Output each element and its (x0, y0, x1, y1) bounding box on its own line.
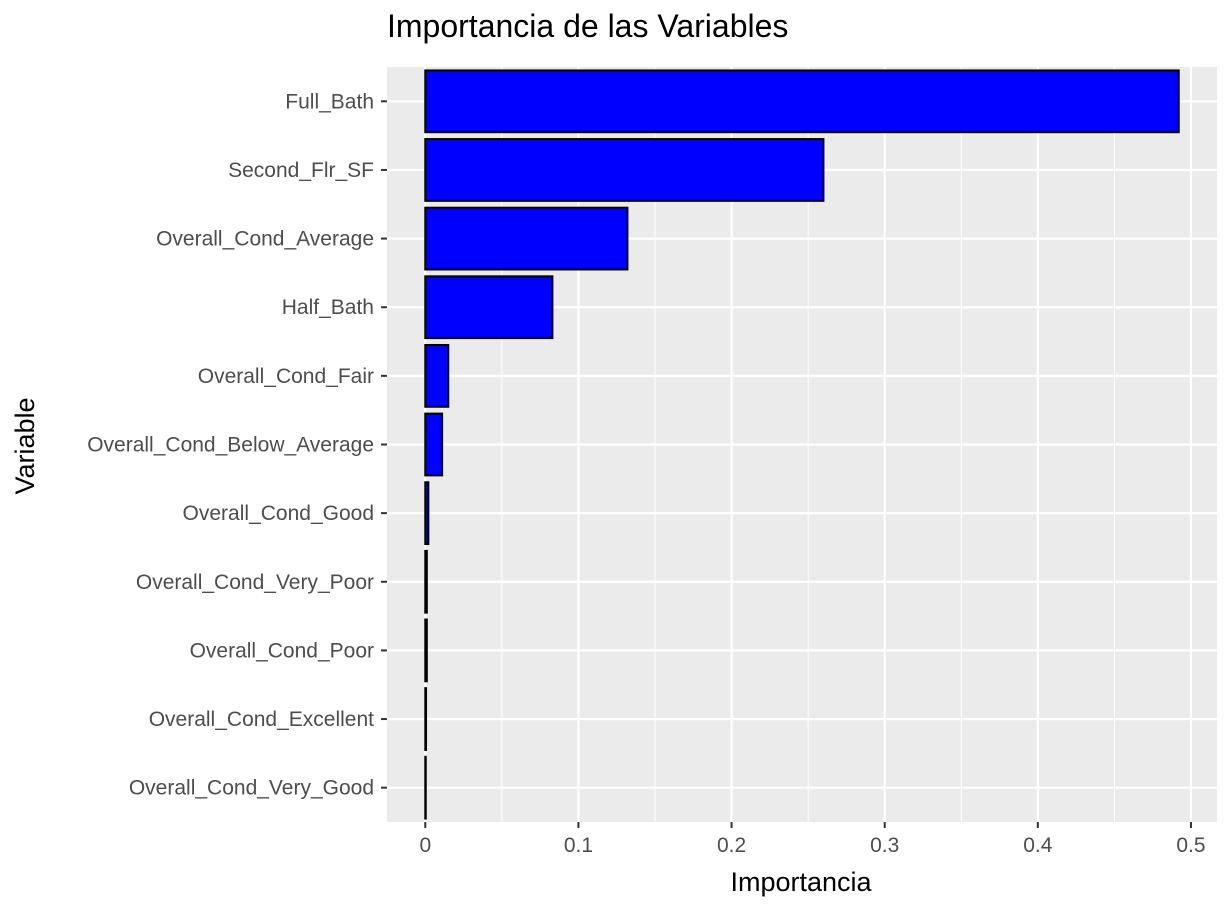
x-tick-label: 0 (419, 834, 431, 857)
bar-Overall_Cond_Fair (424, 343, 450, 408)
bar-Overall_Cond_Poor (424, 618, 428, 683)
bar-Overall_Cond_Average (424, 206, 629, 271)
bar-Overall_Cond_Below_Average (424, 412, 444, 477)
x-tick-label: 0.3 (870, 834, 899, 857)
x-axis: 0 0.1 0.2 0.3 0.4 0.5 (419, 822, 1206, 857)
x-tick-label: 0.5 (1176, 834, 1205, 857)
x-tick-label: 0.2 (717, 834, 746, 857)
y-tick-label: Overall_Cond_Below_Average (87, 434, 374, 457)
y-axis-title: Variable (10, 397, 40, 494)
y-tick-label: Overall_Cond_Average (156, 228, 374, 251)
y-tick-label: Overall_Cond_Excellent (149, 708, 374, 731)
x-tick-label: 0.4 (1023, 834, 1053, 857)
bar-Overall_Cond_Good (424, 481, 430, 546)
bars (424, 69, 1180, 820)
x-tick-label: 0.1 (564, 834, 593, 857)
bar-Half_Bath (424, 275, 554, 340)
y-tick-label: Second_Flr_SF (228, 159, 374, 182)
bar-Overall_Cond_Excellent (424, 687, 428, 751)
y-tick-label: Overall_Cond_Poor (190, 639, 374, 662)
y-tick-label: Half_Bath (282, 296, 374, 319)
y-tick-label: Overall_Cond_Very_Good (129, 777, 374, 800)
bar-Overall_Cond_Very_Poor (424, 549, 428, 614)
x-axis-title: Importancia (730, 867, 872, 897)
bar-Full_Bath (424, 69, 1180, 134)
bar-Second_Flr_SF (424, 138, 825, 202)
y-tick-label: Overall_Cond_Fair (198, 365, 374, 388)
y-axis: Full_Bath Second_Flr_SF Overall_Cond_Avera… (87, 90, 387, 800)
y-tick-label: Overall_Cond_Good (183, 502, 374, 525)
y-tick-label: Overall_Cond_Very_Poor (136, 571, 374, 594)
chart-title: Importancia de las Variables (387, 8, 788, 44)
y-tick-label: Full_Bath (285, 90, 374, 113)
